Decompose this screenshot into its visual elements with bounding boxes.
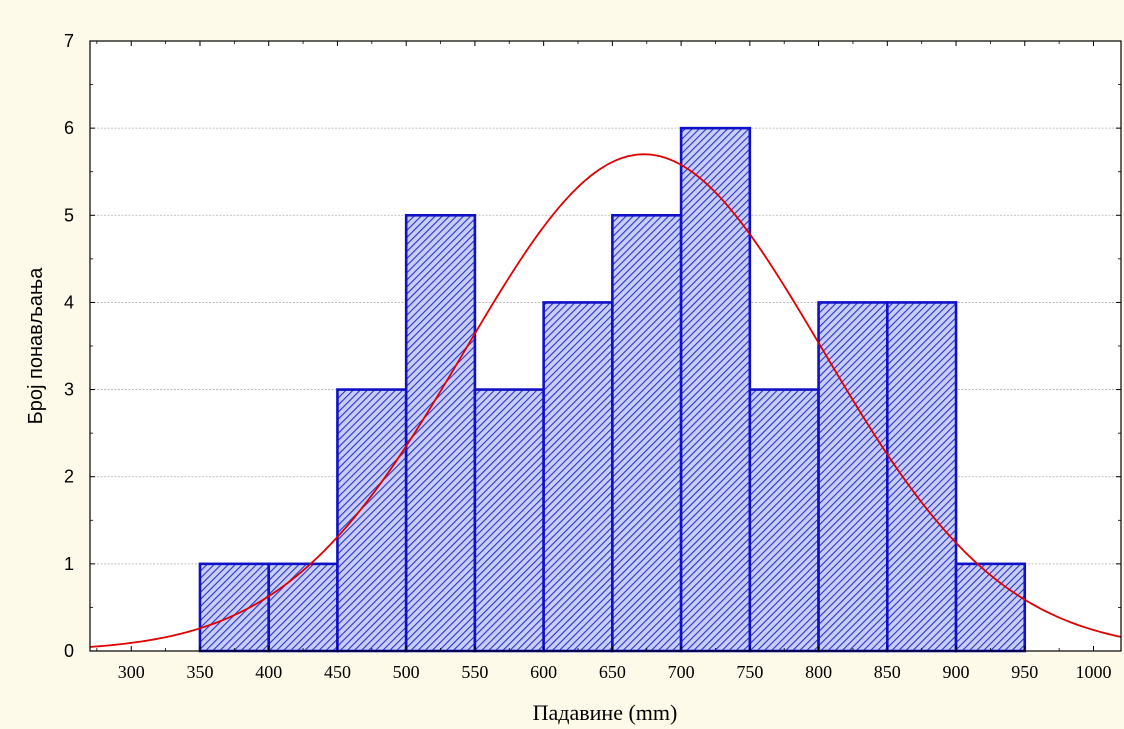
x-tick-label-850: 850 xyxy=(874,662,901,682)
y-tick-label-1: 1 xyxy=(64,554,74,574)
histogram-bar-4 xyxy=(406,215,475,651)
x-tick-label-300: 300 xyxy=(118,662,145,682)
x-tick-label-700: 700 xyxy=(668,662,695,682)
histogram-bar-8 xyxy=(681,128,750,651)
x-tick-label-450: 450 xyxy=(324,662,351,682)
histogram-bar-10 xyxy=(819,302,888,651)
x-tick-label-550: 550 xyxy=(461,662,488,682)
histogram-bar-6 xyxy=(544,302,613,651)
x-tick-label-1000: 1000 xyxy=(1076,662,1112,682)
histogram-bar-5 xyxy=(475,390,544,651)
x-tick-label-900: 900 xyxy=(943,662,970,682)
y-axis-title: Број понављања xyxy=(25,267,47,425)
histogram-bar-2 xyxy=(269,564,338,651)
y-tick-label-2: 2 xyxy=(64,467,74,487)
x-tick-label-950: 950 xyxy=(1011,662,1038,682)
x-tick-label-600: 600 xyxy=(530,662,557,682)
histogram-bar-3 xyxy=(337,390,406,651)
y-tick-label-5: 5 xyxy=(64,205,74,225)
histogram-bar-12 xyxy=(956,564,1025,651)
histogram-bar-1 xyxy=(200,564,269,651)
x-tick-label-750: 750 xyxy=(736,662,763,682)
y-tick-label-0: 0 xyxy=(64,641,74,661)
x-tick-label-800: 800 xyxy=(805,662,832,682)
x-tick-label-500: 500 xyxy=(393,662,420,682)
y-tick-label-7: 7 xyxy=(64,31,74,51)
y-tick-label-6: 6 xyxy=(64,118,74,138)
histogram-bar-7 xyxy=(612,215,681,651)
x-tick-label-650: 650 xyxy=(599,662,626,682)
x-tick-label-400: 400 xyxy=(255,662,282,682)
y-tick-label-3: 3 xyxy=(64,380,74,400)
x-tick-label-350: 350 xyxy=(186,662,213,682)
histogram-bar-9 xyxy=(750,390,819,651)
y-tick-label-4: 4 xyxy=(64,292,74,312)
x-axis-title: Падавине (mm) xyxy=(533,700,678,725)
histogram-bar-11 xyxy=(887,302,956,651)
